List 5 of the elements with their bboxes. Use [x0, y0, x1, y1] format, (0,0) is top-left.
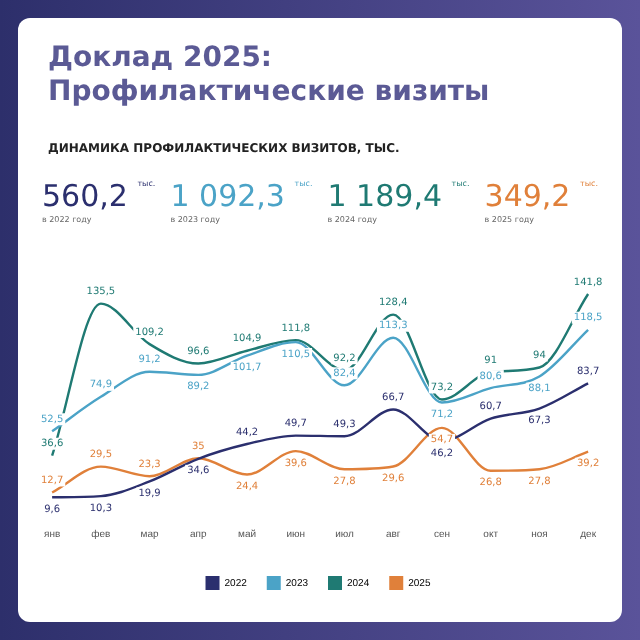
text: 1 189,4 — [327, 178, 443, 214]
text: 349,2 — [484, 178, 571, 214]
text: 560,2 — [42, 178, 128, 214]
text: 1 092,3 — [170, 178, 285, 214]
chart-title: Доклад 2025: Профилактические визиты — [48, 42, 492, 110]
